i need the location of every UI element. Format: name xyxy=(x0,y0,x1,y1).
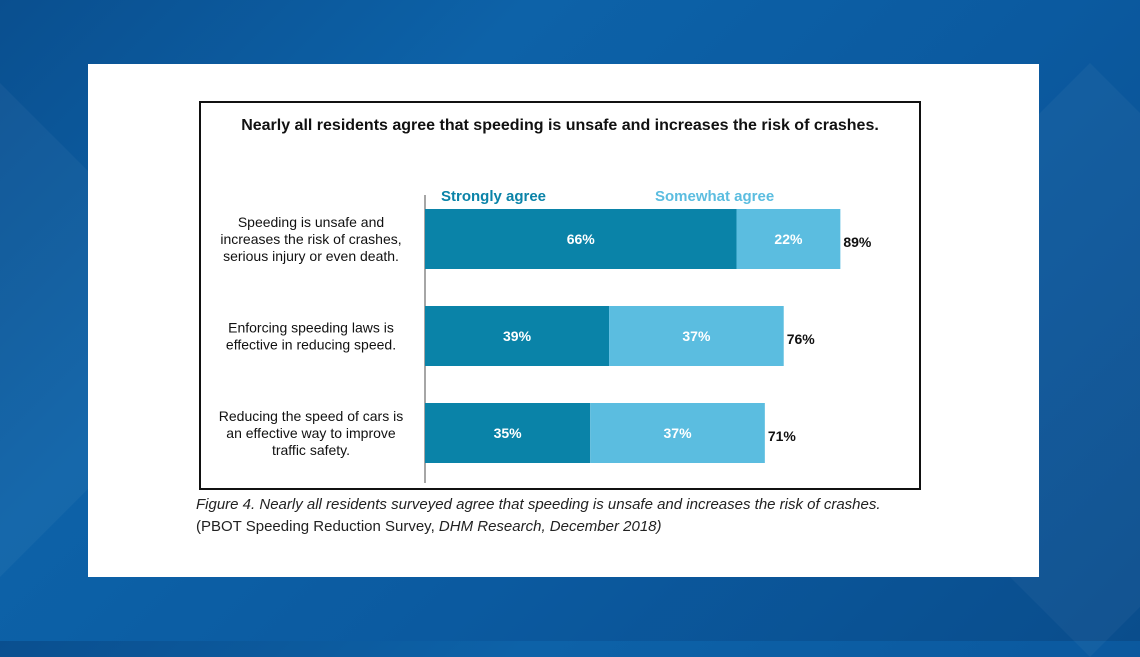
category-label-line: increases the risk of crashes, xyxy=(220,231,401,247)
bar-somewhat-3 xyxy=(590,403,765,463)
category-label-line: effective in reducing speed. xyxy=(226,337,396,353)
legend-strongly-agree: Strongly agree xyxy=(441,188,546,205)
category-label-line: Speeding is unsafe and xyxy=(238,214,384,230)
chart-title: Nearly all residents agree that speeding… xyxy=(241,117,879,134)
category-label-line: traffic safety. xyxy=(272,442,350,458)
bar-somewhat-1 xyxy=(736,209,841,269)
bar-strongly-2 xyxy=(425,306,610,366)
category-label-line: Enforcing speeding laws is xyxy=(228,320,394,336)
figure-source: (PBOT Speeding Reduction Survey, DHM Res… xyxy=(196,518,662,535)
chart-frame: Nearly all residents agree that speeding… xyxy=(199,101,921,490)
source-prefix: (PBOT Speeding Reduction Survey, xyxy=(196,518,439,535)
figure-caption: Figure 4. Nearly all residents surveyed … xyxy=(196,496,881,513)
figure-card: Nearly all residents agree that speeding… xyxy=(88,64,1039,577)
source-italic: DHM Research, December 2018) xyxy=(438,518,662,535)
total-label-3: 71% xyxy=(768,428,797,444)
stacked-bar-chart: Strongly agree Somewhat agree 66% 22% 89% Spe… xyxy=(219,188,872,483)
bar-strongly-1 xyxy=(425,209,737,269)
category-label-2: Enforcing speeding laws is effective in r… xyxy=(226,320,396,353)
data-label-strongly-2: 39% xyxy=(503,328,532,344)
data-label-somewhat-3: 37% xyxy=(664,425,693,441)
total-label-2: 76% xyxy=(787,331,816,347)
total-label-1: 89% xyxy=(843,234,872,250)
category-label-line: serious injury or even death. xyxy=(223,248,399,264)
data-label-somewhat-1: 22% xyxy=(774,231,803,247)
data-label-strongly-3: 35% xyxy=(494,425,523,441)
category-label-line: Reducing the speed of cars is xyxy=(219,408,403,424)
category-label-3: Reducing the speed of cars is an effectiv… xyxy=(219,408,403,458)
data-label-strongly-1: 66% xyxy=(567,231,596,247)
legend-somewhat-agree: Somewhat agree xyxy=(655,188,774,205)
bar-strongly-3 xyxy=(425,403,591,463)
category-label-line: an effective way to improve xyxy=(226,425,396,441)
data-label-somewhat-2: 37% xyxy=(682,328,711,344)
bar-somewhat-2 xyxy=(609,306,784,366)
category-label-1: Speeding is unsafe and increases the risk… xyxy=(220,214,401,264)
